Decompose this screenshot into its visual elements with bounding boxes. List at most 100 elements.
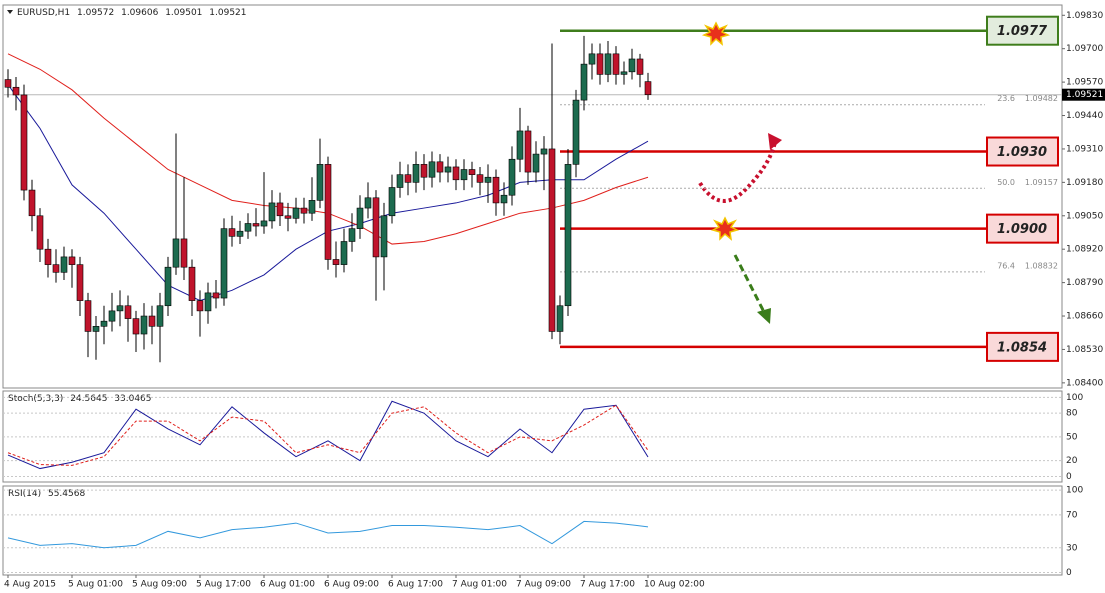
key-level-box xyxy=(986,331,1059,362)
candle-body xyxy=(252,223,260,227)
candle-body xyxy=(388,187,396,217)
candle-body xyxy=(132,318,140,335)
candle-body xyxy=(556,305,564,332)
key-level-label: 1.0930 xyxy=(997,145,1047,160)
candle-body xyxy=(316,164,324,201)
candle-body xyxy=(404,174,412,183)
candle-body xyxy=(68,256,76,265)
high-value: 1.09606 xyxy=(121,8,158,18)
x-tick-label: 5 Aug 17:00 xyxy=(196,580,251,590)
close-value: 1.09521 xyxy=(209,8,246,18)
candle-body xyxy=(212,292,220,299)
indicator-tick-label: 100 xyxy=(1066,393,1083,403)
y-tick-label: 1.09050 xyxy=(1066,211,1103,221)
breakout-icon xyxy=(710,216,740,241)
y-tick-label: 1.08660 xyxy=(1066,312,1103,322)
candle-body xyxy=(28,189,36,217)
up-arrow-head xyxy=(768,133,782,150)
candle-body xyxy=(20,94,28,191)
low-value: 1.09501 xyxy=(165,8,202,18)
candle-body xyxy=(124,305,132,319)
candle-body xyxy=(356,207,364,229)
candle-body xyxy=(612,53,620,75)
candle-body xyxy=(300,207,308,214)
indicator-tick-label: 20 xyxy=(1066,456,1078,466)
candle-body xyxy=(364,197,372,209)
candle-body xyxy=(428,161,436,178)
current-price-label: 1.09521 xyxy=(1066,90,1103,100)
candle-body xyxy=(516,130,524,160)
candle-body xyxy=(340,241,348,265)
candle-body xyxy=(380,215,388,258)
candle-body xyxy=(420,164,428,178)
x-tick-label: 10 Aug 02:00 xyxy=(644,580,705,590)
y-tick-label: 1.09440 xyxy=(1066,111,1103,121)
candle-body xyxy=(196,300,204,312)
fib-price: 1.09482 xyxy=(1025,94,1058,103)
candle-body xyxy=(548,148,556,332)
candle-body xyxy=(476,174,484,183)
candle-body xyxy=(372,197,380,258)
key-level-label: 1.0900 xyxy=(997,222,1047,237)
symbol: EURUSD,H1 xyxy=(17,8,70,18)
candle-body xyxy=(492,176,500,204)
candle-body xyxy=(572,99,580,165)
y-tick-label: 1.09310 xyxy=(1066,144,1103,154)
indicator-tick-label: 30 xyxy=(1066,543,1078,553)
key-level-box xyxy=(986,15,1059,46)
candle-body xyxy=(60,256,68,273)
candle-body xyxy=(484,176,492,183)
candle-body xyxy=(620,71,628,75)
candle-body xyxy=(204,292,212,312)
candle-body xyxy=(348,228,356,242)
fib-price: 1.09157 xyxy=(1025,178,1058,187)
annotations xyxy=(698,21,782,324)
candle-body xyxy=(36,215,44,250)
breakout-icon xyxy=(701,21,731,46)
x-tick-label: 6 Aug 09:00 xyxy=(324,580,379,590)
candle-body xyxy=(628,58,636,73)
current-price-box xyxy=(1062,88,1105,101)
menu-arrow[interactable] xyxy=(7,10,13,14)
candle-body xyxy=(396,174,404,188)
candle-body xyxy=(236,230,244,237)
candle-body xyxy=(580,63,588,101)
candle-body xyxy=(324,164,332,260)
y-tick-label: 1.09700 xyxy=(1066,44,1103,54)
key-level-box xyxy=(986,213,1059,244)
down-arrow-head xyxy=(757,308,771,324)
candle-body xyxy=(12,86,20,96)
candle-body xyxy=(76,264,84,301)
indicator-tick-label: 50 xyxy=(1066,432,1078,442)
y-tick-label: 1.09180 xyxy=(1066,178,1103,188)
fib-price: 1.08832 xyxy=(1025,261,1058,270)
candle-body xyxy=(100,320,108,327)
y-tick-label: 1.08790 xyxy=(1066,278,1103,288)
candle-body xyxy=(220,228,228,299)
key-level-box xyxy=(986,136,1059,167)
fib-ratio: 23.6 xyxy=(997,94,1015,103)
fib-ratio: 76.4 xyxy=(997,261,1015,270)
rsi-header: RSI(14) 55.4568 xyxy=(8,489,85,499)
stoch-header: Stoch(5,3,3) 24.5645 33.0465 xyxy=(8,394,152,404)
candle-body xyxy=(532,153,540,173)
key-level-label: 1.0854 xyxy=(997,340,1047,355)
indicator-tick-label: 0 xyxy=(1066,568,1072,578)
up-arrow xyxy=(698,141,777,203)
candle-body xyxy=(436,161,444,173)
candle-body xyxy=(52,264,60,273)
candle-body xyxy=(444,166,452,173)
indicator-tick-label: 0 xyxy=(1066,472,1072,482)
candle-body xyxy=(260,220,268,227)
y-tick-label: 1.09830 xyxy=(1066,11,1103,21)
candle-body xyxy=(524,130,532,173)
candle-body xyxy=(148,315,156,327)
x-tick-label: 6 Aug 01:00 xyxy=(260,580,315,590)
candle-body xyxy=(180,238,188,268)
candle-body xyxy=(164,266,172,307)
indicator-tick-label: 100 xyxy=(1066,486,1083,496)
candle-body xyxy=(604,53,612,75)
x-tick-label: 5 Aug 01:00 xyxy=(68,580,123,590)
